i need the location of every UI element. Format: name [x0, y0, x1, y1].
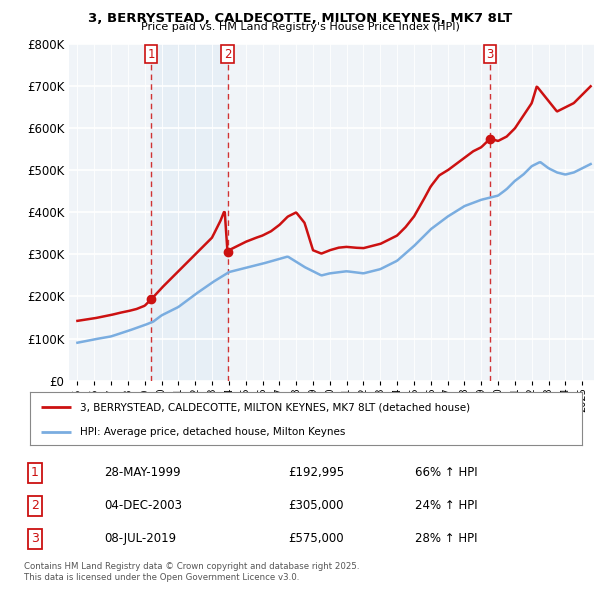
- Text: 66% ↑ HPI: 66% ↑ HPI: [415, 466, 478, 480]
- Text: 2: 2: [224, 48, 231, 61]
- Text: 28% ↑ HPI: 28% ↑ HPI: [415, 532, 478, 546]
- Text: £305,000: £305,000: [289, 499, 344, 513]
- Text: 04-DEC-2003: 04-DEC-2003: [104, 499, 182, 513]
- Text: Contains HM Land Registry data © Crown copyright and database right 2025.
This d: Contains HM Land Registry data © Crown c…: [24, 562, 359, 582]
- Text: 08-JUL-2019: 08-JUL-2019: [104, 532, 176, 546]
- Text: HPI: Average price, detached house, Milton Keynes: HPI: Average price, detached house, Milt…: [80, 427, 345, 437]
- Text: 3: 3: [31, 532, 39, 546]
- Bar: [151, 44, 227, 381]
- Text: 2: 2: [31, 499, 39, 513]
- Text: 3, BERRYSTEAD, CALDECOTTE, MILTON KEYNES, MK7 8LT: 3, BERRYSTEAD, CALDECOTTE, MILTON KEYNES…: [88, 12, 512, 25]
- Text: 3: 3: [487, 48, 494, 61]
- Text: £575,000: £575,000: [289, 532, 344, 546]
- Text: 3, BERRYSTEAD, CALDECOTTE, MILTON KEYNES, MK7 8LT (detached house): 3, BERRYSTEAD, CALDECOTTE, MILTON KEYNES…: [80, 402, 470, 412]
- Text: 28-MAY-1999: 28-MAY-1999: [104, 466, 181, 480]
- Text: 24% ↑ HPI: 24% ↑ HPI: [415, 499, 478, 513]
- Text: £192,995: £192,995: [289, 466, 344, 480]
- Text: Price paid vs. HM Land Registry's House Price Index (HPI): Price paid vs. HM Land Registry's House …: [140, 22, 460, 32]
- Text: 1: 1: [148, 48, 155, 61]
- Text: 1: 1: [31, 466, 39, 480]
